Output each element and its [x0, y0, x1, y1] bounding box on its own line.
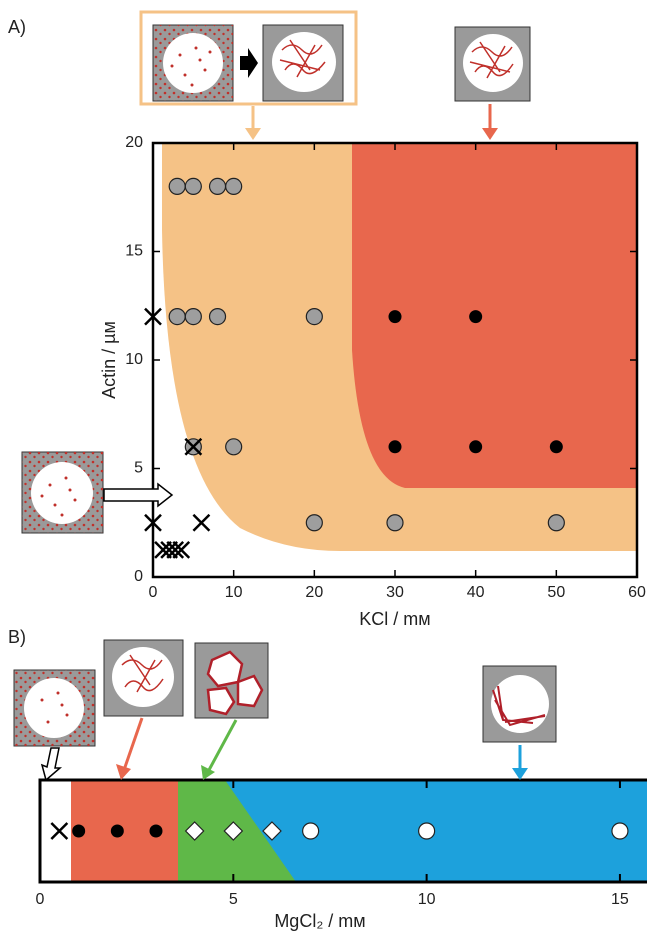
arrow-white [104, 484, 172, 506]
marker-dot [469, 440, 482, 453]
marker-dot [550, 440, 563, 453]
marker-dot [469, 310, 482, 323]
y-axis-label: Actin / µᴍ [99, 321, 119, 399]
arrow-head [201, 765, 215, 780]
arrow-white [42, 748, 60, 780]
x-tick-label: 30 [386, 584, 404, 601]
marker-circle [226, 178, 242, 194]
arrow-head [482, 128, 498, 140]
x-tick-label: 10 [225, 584, 243, 601]
regions-a [162, 143, 637, 551]
marker-circle [612, 823, 628, 839]
arrow-green [209, 720, 236, 770]
regions-b [40, 780, 647, 882]
marker-circle [306, 515, 322, 531]
y-tick-label: 15 [125, 243, 143, 260]
x-tick-label: 0 [149, 584, 158, 601]
icons-b [14, 640, 556, 780]
marker-circle [169, 309, 185, 325]
x-tick-label: 5 [229, 891, 238, 908]
marker-circle [548, 515, 564, 531]
arrow-head [116, 764, 131, 780]
arrow-red [124, 718, 142, 770]
region-white [40, 780, 71, 882]
marker-circle [210, 178, 226, 194]
marker-circle [226, 439, 242, 455]
x-tick-label: 20 [305, 584, 323, 601]
icon-vesicle [112, 647, 174, 707]
panel-label: B) [8, 627, 26, 647]
y-tick-label: 5 [134, 460, 143, 477]
x-tick-label: 0 [36, 891, 45, 908]
marker-dot [111, 825, 124, 838]
figure: A) KCl / mᴍ Actin / µᴍ B) MgCl₂ / mᴍ 0 10… [0, 0, 647, 933]
arrow-head [512, 768, 528, 780]
x-tick-label: 60 [628, 584, 646, 601]
marker-circle [185, 309, 201, 325]
arrow-head [245, 128, 261, 140]
x-tick-label: 40 [467, 584, 485, 601]
y-tick-label: 20 [125, 134, 143, 151]
y-tick-label: 0 [134, 568, 143, 585]
marker-circle [419, 823, 435, 839]
marker-circle [169, 178, 185, 194]
icon-vesicle [24, 678, 84, 738]
marker-circle [185, 178, 201, 194]
marker-dot [389, 440, 402, 453]
marker-circle [387, 515, 403, 531]
y-tick-label: 10 [125, 351, 143, 368]
x-tick-label: 50 [547, 584, 565, 601]
marker-circle [306, 309, 322, 325]
x-tick-label: 15 [611, 891, 629, 908]
x-axis-label: MgCl₂ / mᴍ [274, 911, 365, 931]
marker-cross [193, 515, 209, 531]
x-axis-label: KCl / mᴍ [359, 609, 430, 629]
marker-dot [149, 825, 162, 838]
marker-circle [303, 823, 319, 839]
panel-label: A) [8, 17, 26, 37]
marker-circle [210, 309, 226, 325]
marker-dot [72, 825, 85, 838]
x-tick-label: 10 [418, 891, 436, 908]
marker-dot [389, 310, 402, 323]
